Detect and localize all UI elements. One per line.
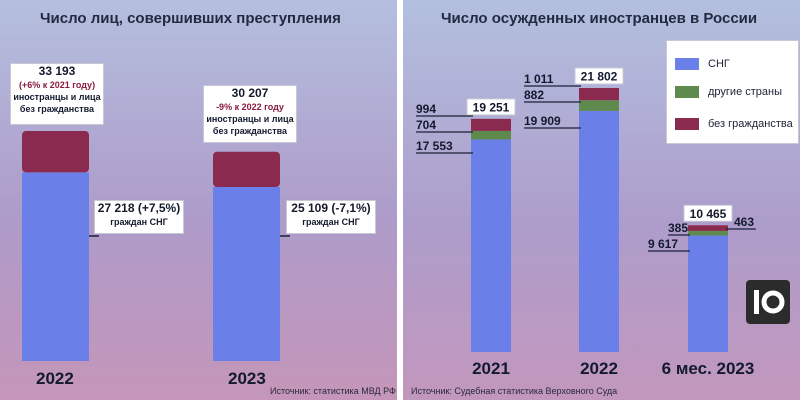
category-label-0: 2021: [472, 359, 510, 378]
year-label-2023-left: 2023: [228, 369, 266, 388]
total-label-0: 19 251: [473, 100, 510, 114]
callout-2022-foreign: 33 193 (+6% к 2021 году) иностранцы и ли…: [10, 63, 104, 125]
bar-0-stateless: [471, 118, 511, 131]
callout-2023-foreign-desc1: иностранцы и лица: [206, 114, 294, 124]
callout-2022-foreign-change: (+6% к 2021 году): [18, 80, 96, 90]
panel-divider: [397, 0, 403, 400]
callout-2022-cis-number: 27 218 (+7,5%): [97, 201, 181, 215]
value-label-2-cis: 9 617: [648, 237, 678, 251]
total-box-2: [683, 204, 733, 222]
legend-item-cis: СНГ: [675, 57, 730, 71]
bar-2023-cis: [213, 187, 280, 361]
bar-1-other: [579, 100, 619, 111]
bar-2022-other: [22, 131, 89, 173]
bar-2023-other: [213, 151, 280, 188]
right-panel: Число осужденных иностранцев в России 19…: [403, 0, 800, 400]
right-source: Источник: Судебная статистика Верховного…: [411, 386, 618, 396]
10-logo-icon: [746, 280, 790, 324]
callout-2022-foreign-number: 33 193: [38, 64, 76, 78]
total-label-2: 10 465: [690, 207, 727, 221]
value-label-2-other: 385: [668, 221, 688, 235]
callout-2023-cis: 25 109 (-7,1%) граждан СНГ: [286, 200, 376, 234]
callout-2023-foreign-desc2: без гражданства: [212, 126, 288, 136]
total-label-1: 21 802: [581, 70, 618, 84]
bar-2-stateless: [688, 225, 728, 231]
bar-1-stateless: [579, 88, 619, 101]
legend-swatch-other: [675, 86, 699, 98]
left-source: Источник: статистика МВД РФ: [270, 386, 396, 396]
callout-2022-cis: 27 218 (+7,5%) граждан СНГ: [94, 200, 184, 234]
legend-label-stateless: без гражданства: [708, 118, 793, 130]
category-label-2: 6 мес. 2023: [662, 359, 755, 378]
callout-2022-foreign-desc1: иностранцы и лица: [13, 92, 101, 102]
value-label-2-stateless: 463: [734, 215, 754, 229]
value-label-0-other: 704: [416, 118, 436, 132]
legend-swatch-stateless: [675, 118, 699, 130]
total-box-0: [466, 98, 516, 116]
value-label-0-cis: 17 553: [416, 139, 453, 153]
value-label-1-other: 882: [524, 88, 544, 102]
bar-2022-cis: [22, 172, 89, 361]
year-label-2022-left: 2022: [36, 369, 74, 388]
callout-2023-foreign-change: -9% к 2022 году: [216, 102, 284, 112]
left-chart-title: Число лиц, совершивших преступления: [40, 10, 341, 27]
callout-2022-cis-desc: граждан СНГ: [110, 217, 168, 227]
value-label-0-stateless: 994: [416, 102, 436, 116]
bar-1-cis: [579, 110, 619, 352]
bar-2-cis: [688, 235, 728, 352]
callout-2023-foreign-number: 30 207: [231, 86, 269, 100]
bar-0-other: [471, 130, 511, 140]
left-panel: Число лиц, совершивших преступления 33 1…: [0, 0, 397, 400]
callout-2023-cis-number: 25 109 (-7,1%): [291, 201, 371, 215]
callout-2023-cis-desc: граждан СНГ: [302, 217, 360, 227]
legend-swatch-cis: [675, 58, 699, 70]
right-bar-chart: 19 251 17 553 704 994 2021 21 802 19 909 882 1 0…: [416, 67, 756, 378]
total-box-1: [574, 67, 624, 85]
value-label-1-cis: 19 909: [524, 114, 561, 128]
callout-2022-foreign-desc2: без гражданства: [19, 104, 95, 114]
left-bar-chart: [22, 131, 290, 361]
legend: СНГ другие страны без гражданства: [666, 40, 799, 144]
value-label-1-stateless: 1 011: [524, 72, 554, 86]
legend-label-other: другие страны: [708, 86, 782, 98]
bar-2-other: [688, 230, 728, 236]
category-label-1: 2022: [580, 359, 618, 378]
right-chart-title: Число осужденных иностранцев в России: [441, 10, 758, 27]
callout-2023-foreign: 30 207 -9% к 2022 году иностранцы и лица…: [203, 85, 297, 143]
legend-label-cis: СНГ: [708, 58, 730, 70]
10-logo-glyph: [754, 290, 785, 314]
legend-item-stateless: без гражданства: [675, 117, 793, 131]
bar-0-cis: [471, 139, 511, 352]
legend-item-other: другие страны: [675, 85, 782, 99]
